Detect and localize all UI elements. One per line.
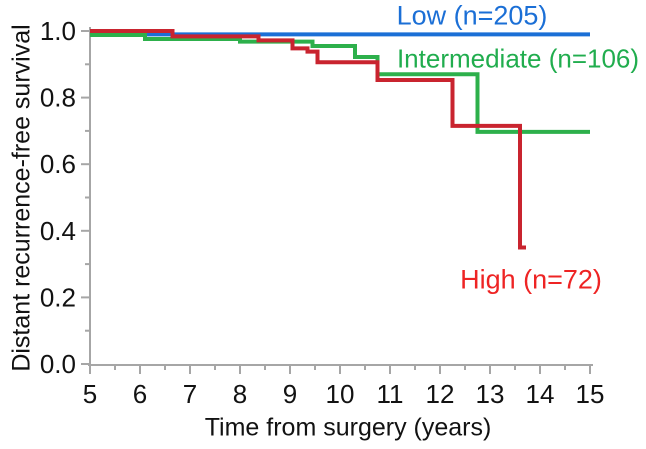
y-tick-label: 0.2 xyxy=(40,282,76,312)
x-tick-label: 13 xyxy=(476,379,505,409)
series-line-intermediate xyxy=(90,32,590,134)
y-axis-ticks: 0.0 0.2 0.4 0.6 0.8 1.0 xyxy=(40,16,90,379)
y-tick-label: 0.0 xyxy=(40,349,76,379)
x-tick-label: 7 xyxy=(183,379,197,409)
y-tick-label: 0.4 xyxy=(40,216,76,246)
y-tick-label: 0.6 xyxy=(40,149,76,179)
series-label-intermediate: Intermediate (n=106) xyxy=(396,43,640,74)
x-axis-ticks: 5 6 7 8 9 10 11 12 13 14 15 xyxy=(83,365,605,409)
y-tick-label: 1.0 xyxy=(40,16,76,46)
x-tick-label: 9 xyxy=(283,379,297,409)
x-axis-title: Time from surgery (years) xyxy=(204,413,492,442)
x-tick-label: 8 xyxy=(233,379,247,409)
x-tick-label: 10 xyxy=(326,379,355,409)
x-tick-label: 6 xyxy=(133,379,147,409)
series-label-high: High (n=72) xyxy=(460,264,602,295)
x-tick-label: 11 xyxy=(377,379,404,409)
y-axis-title: Distant recurrence-free survival xyxy=(7,24,36,372)
y-tick-label: 0.8 xyxy=(40,83,76,113)
x-tick-label: 12 xyxy=(426,379,455,409)
x-tick-label: 15 xyxy=(576,379,605,409)
axes xyxy=(88,27,593,366)
series-line-high xyxy=(90,29,526,250)
x-tick-label: 14 xyxy=(526,379,555,409)
x-tick-label: 5 xyxy=(83,379,97,409)
series-label-low: Low (n=205) xyxy=(396,0,548,31)
